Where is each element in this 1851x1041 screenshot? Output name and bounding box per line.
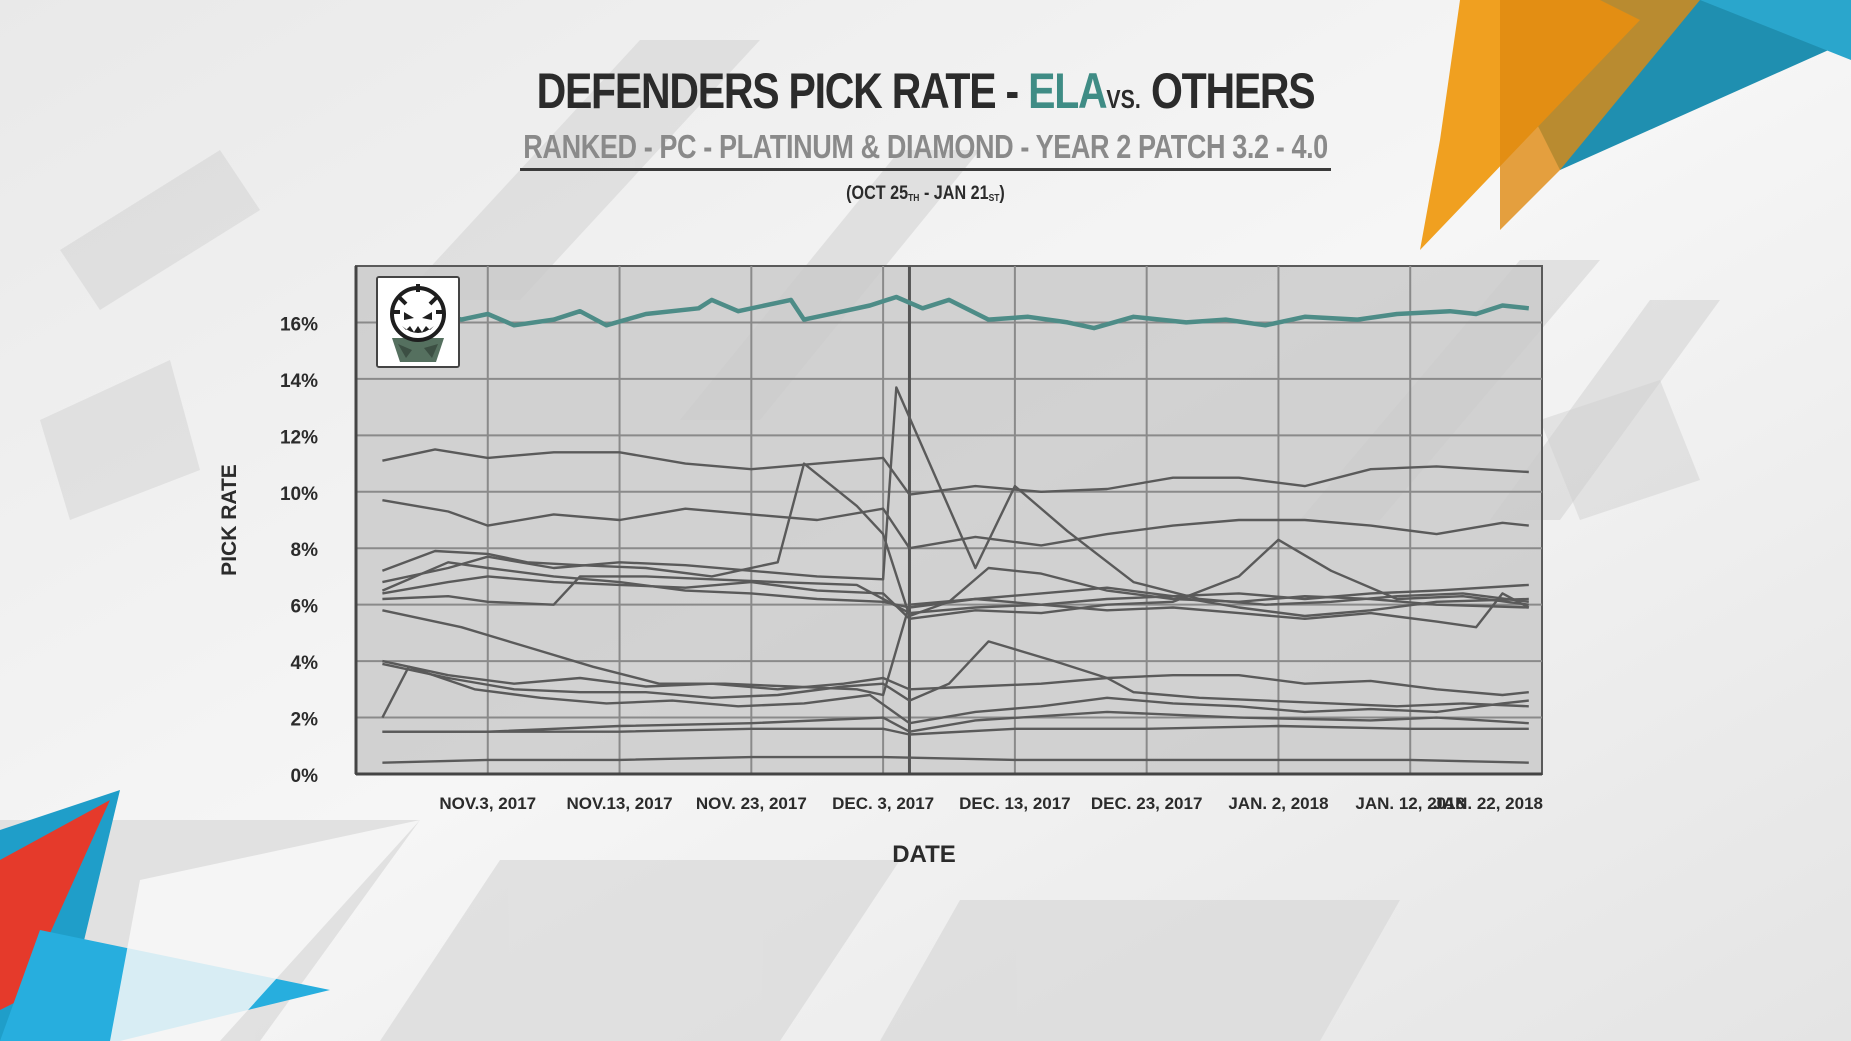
top-right-shards [1420,0,1851,250]
x-tick-label: JAN. 12, 2018 [1355,794,1465,813]
plot-area [355,265,1543,775]
series-line-other [382,538,1529,620]
series-line-ela [381,294,1530,339]
y-tick-label: 4% [291,653,319,674]
title-prefix: DEFENDERS PICK RATE - [536,63,1029,119]
series-line-other [382,386,1529,606]
x-tick-label: NOV.13, 2017 [566,794,672,813]
y-tick-label: 2% [291,710,319,731]
x-tick-label: NOV. 23, 2017 [696,794,807,813]
chart-subtitle: RANKED - PC - PLATINUM & DIAMOND - YEAR … [519,128,1332,171]
ela-operator-portrait [376,276,460,368]
series-line-other [381,462,1529,618]
series-line-other [382,499,1529,550]
y-tick-label: 16% [280,314,318,335]
x-tick-label: NOV.3, 2017 [439,794,536,813]
series-line-other [382,710,1529,733]
x-tick-label: JAN. 22, 2018 [1433,794,1543,813]
series-line-other [382,592,1530,697]
y-tick-labels: 0% 2% 4% 6% 8% 10% 12% 14% 16% [280,314,318,787]
date-range: (OCT 25TH - JAN 21ST) [846,183,1005,204]
series-line-other [382,659,1529,697]
y-tick-label: 0% [291,766,319,787]
bottom-left-shards [0,790,420,1041]
x-tick-label: DEC. 13, 2017 [959,794,1071,813]
x-tick-label: JAN. 2, 2018 [1228,794,1328,813]
chart-header: DEFENDERS PICK RATE - ELAVS. OTHERS RANK… [0,62,1851,205]
x-tick-label: DEC. 3, 2017 [832,794,934,813]
y-axis-label: PICK RATE [218,464,241,576]
series-line-other [382,448,1529,496]
ela-operator-icon [378,278,458,366]
y-tick-label: 12% [280,427,318,448]
series-line-other [382,575,1529,615]
series-line-other [382,724,1529,736]
y-tick-label: 8% [291,540,319,561]
x-axis-label: DATE [892,841,956,868]
series-line-other [381,665,1529,725]
title-highlight: ELA [1028,63,1108,119]
x-tick-label: DEC. 23, 2017 [1091,794,1203,813]
series-lines [381,294,1530,764]
title-suffix: OTHERS [1140,63,1316,119]
y-tick-label: 6% [291,597,319,618]
x-tick-labels: NOV.3, 2017 NOV.13, 2017 NOV. 23, 2017 DEC.… [439,794,1543,813]
y-tick-label: 10% [280,484,318,505]
series-line-other [382,640,1529,708]
series-line-other [382,755,1529,764]
title-vs: VS. [1106,84,1141,114]
y-tick-label: 14% [280,371,318,392]
chart-title: DEFENDERS PICK RATE - ELAVS. OTHERS [167,62,1685,128]
